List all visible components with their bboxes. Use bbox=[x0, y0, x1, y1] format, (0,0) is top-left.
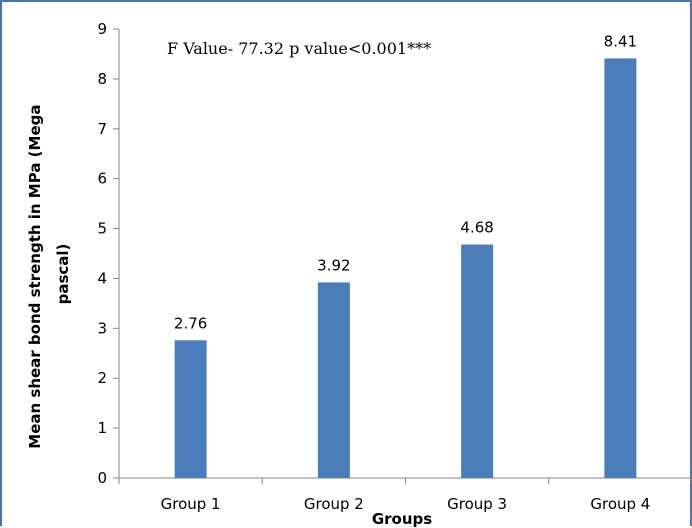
y-tick-label: 4 bbox=[97, 269, 107, 287]
y-axis-title: Mean shear bond strength in MPa (Mega pa… bbox=[26, 99, 72, 448]
data-labels: 2.76 3.92 4.68 8.41 bbox=[174, 32, 637, 332]
bar-data-label: 8.41 bbox=[604, 32, 637, 50]
y-tick-label: 2 bbox=[97, 369, 107, 387]
y-axis-ticks: 0 1 2 3 4 5 6 7 8 9 bbox=[97, 20, 119, 487]
y-tick-label: 9 bbox=[97, 20, 107, 38]
bar-data-label: 4.68 bbox=[460, 219, 493, 237]
y-tick-label: 0 bbox=[97, 469, 107, 487]
x-tick-label: Group 4 bbox=[590, 495, 650, 513]
y-tick-label: 5 bbox=[97, 220, 107, 238]
bar-data-label: 2.76 bbox=[174, 314, 207, 332]
x-tick-label: Group 1 bbox=[161, 495, 221, 513]
bars bbox=[174, 58, 637, 478]
chart-annotation: F Value- 77.32 p value<0.001*** bbox=[167, 39, 431, 58]
y-tick-label: 7 bbox=[97, 120, 107, 138]
y-tick-label: 8 bbox=[97, 70, 107, 88]
y-tick-label: 1 bbox=[97, 419, 107, 437]
bar bbox=[317, 282, 350, 478]
y-tick-label: 3 bbox=[97, 319, 107, 337]
x-axis-ticks: Group 1 Group 2 Group 3 Group 4 bbox=[118, 478, 692, 513]
bar bbox=[461, 244, 494, 478]
x-tick-label: Group 2 bbox=[304, 495, 364, 513]
y-axis-title-line-1: Mean shear bond strength in MPa (Mega bbox=[26, 105, 44, 449]
x-axis-title: Groups bbox=[372, 510, 432, 528]
bar bbox=[604, 58, 637, 478]
y-axis-title-line-2: pascal) bbox=[54, 244, 72, 305]
y-tick-label: 6 bbox=[97, 170, 107, 188]
bar bbox=[174, 340, 207, 478]
x-tick-label: Group 3 bbox=[447, 495, 507, 513]
bar-data-label: 3.92 bbox=[317, 256, 350, 274]
